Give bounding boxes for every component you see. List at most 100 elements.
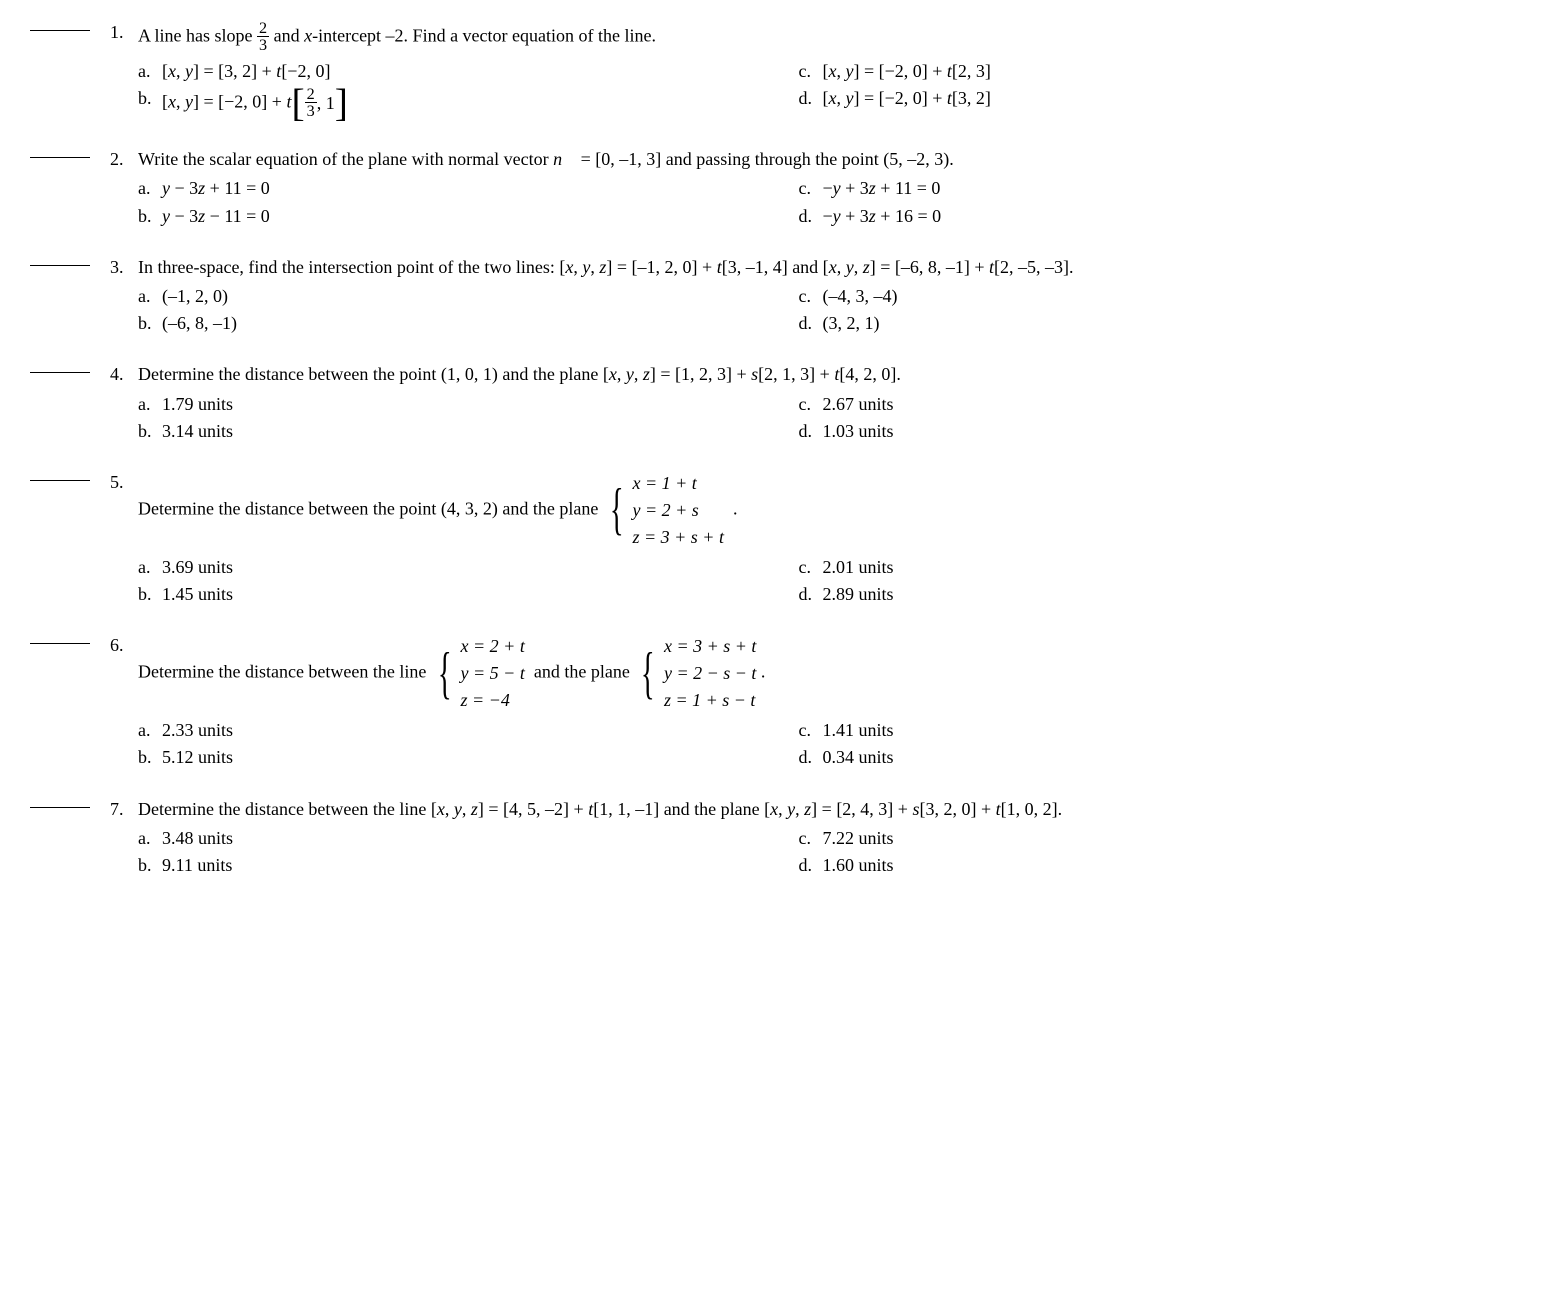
option-value: 3.14 units: [162, 419, 233, 444]
options: a.2.33 unitsb.5.12 units c.1.41 unitsd.0.…: [138, 718, 1514, 772]
option-label: b.: [138, 311, 162, 336]
option-value: −y + 3z + 16 = 0: [822, 204, 941, 229]
option-label: c.: [798, 718, 822, 743]
question-text: Determine the distance between the point…: [138, 470, 1514, 551]
option-d: d.1.60 units: [798, 853, 1458, 878]
options-right: c.7.22 unitsd.1.60 units: [798, 826, 1458, 880]
option-a: a.3.69 units: [138, 555, 798, 580]
option-value: [x, y] = [−2, 0] + t[23, 1]: [162, 86, 348, 121]
option-label: c.: [798, 555, 822, 580]
options-left: a.1.79 unitsb.3.14 units: [138, 392, 798, 446]
question-7: 7.Determine the distance between the lin…: [30, 797, 1514, 881]
option-value: 9.11 units: [162, 853, 232, 878]
question-number: 2.: [110, 147, 138, 172]
option-label: d.: [798, 745, 822, 770]
option-c: c.−y + 3z + 11 = 0: [798, 176, 1458, 201]
option-value: [x, y] = [−2, 0] + t[3, 2]: [822, 86, 990, 111]
option-value: 1.41 units: [822, 718, 893, 743]
option-value: 3.69 units: [162, 555, 233, 580]
question-text: Determine the distance between the line …: [138, 633, 1514, 714]
option-label: c.: [798, 59, 822, 84]
option-label: c.: [798, 392, 822, 417]
options: a.3.48 unitsb.9.11 unitsc.7.22 unitsd.1.…: [138, 826, 1514, 880]
option-value: [x, y] = [−2, 0] + t[2, 3]: [822, 59, 990, 84]
answer-blank: [30, 265, 90, 266]
option-label: a.: [138, 59, 162, 84]
question-body: Determine the distance between the line …: [138, 633, 1514, 772]
question-text: Determine the distance between the point…: [138, 362, 1514, 387]
option-d: d.(3, 2, 1): [798, 311, 1458, 336]
option-b: b.1.45 units: [138, 582, 798, 607]
option-c: c.2.01 units: [798, 555, 1458, 580]
answer-blank: [30, 807, 90, 808]
options-left: a.y − 3z + 11 = 0 b.y − 3z − 11 = 0: [138, 176, 798, 230]
option-value: −y + 3z + 11 = 0: [822, 176, 940, 201]
option-label: a.: [138, 718, 162, 743]
option-value: (–1, 2, 0): [162, 284, 228, 309]
options-right: c.−y + 3z + 11 = 0 d.−y + 3z + 16 = 0: [798, 176, 1458, 230]
options-left: a.(–1, 2, 0)b.(–6, 8, –1): [138, 284, 798, 338]
option-label: c.: [798, 826, 822, 851]
option-a: a.2.33 units: [138, 718, 798, 743]
question-body: Determine the distance between the point…: [138, 470, 1514, 609]
option-label: a.: [138, 555, 162, 580]
option-value: [x, y] = [3, 2] + t[−2, 0]: [162, 59, 330, 84]
option-label: b.: [138, 853, 162, 878]
question-body: In three-space, find the intersection po…: [138, 255, 1514, 339]
question-text: A line has slope 23 and x-intercept –2. …: [138, 20, 1514, 55]
question-number: 6.: [110, 633, 138, 658]
option-a: a.1.79 units: [138, 392, 798, 417]
question-number: 7.: [110, 797, 138, 822]
options: a.y − 3z + 11 = 0 b.y − 3z − 11 = 0c.−y +…: [138, 176, 1514, 230]
question-text: Write the scalar equation of the plane w…: [138, 147, 1514, 172]
question-body: Determine the distance between the point…: [138, 362, 1514, 446]
option-label: d.: [798, 86, 822, 111]
option-value: 0.34 units: [822, 745, 893, 770]
option-d: d.−y + 3z + 16 = 0: [798, 204, 1458, 229]
option-value: (3, 2, 1): [822, 311, 879, 336]
answer-blank: [30, 30, 90, 31]
question-text: Determine the distance between the line …: [138, 797, 1514, 822]
option-label: b.: [138, 86, 162, 111]
option-value: (–4, 3, –4): [822, 284, 897, 309]
option-c: c.(–4, 3, –4): [798, 284, 1458, 309]
option-value: 1.03 units: [822, 419, 893, 444]
option-label: b.: [138, 582, 162, 607]
option-value: (–6, 8, –1): [162, 311, 237, 336]
option-value: 2.01 units: [822, 555, 893, 580]
option-a: a.y − 3z + 11 = 0: [138, 176, 798, 201]
question-number: 4.: [110, 362, 138, 387]
option-label: a.: [138, 176, 162, 201]
option-label: c.: [798, 284, 822, 309]
option-value: 2.67 units: [822, 392, 893, 417]
options-right: c.2.67 unitsd.1.03 units: [798, 392, 1458, 446]
question-5: 5.Determine the distance between the poi…: [30, 470, 1514, 609]
option-b: b.(–6, 8, –1): [138, 311, 798, 336]
question-1: 1.A line has slope 23 and x-intercept –2…: [30, 20, 1514, 123]
question-3: 3.In three-space, find the intersection …: [30, 255, 1514, 339]
question-number: 3.: [110, 255, 138, 280]
question-list: 1.A line has slope 23 and x-intercept –2…: [30, 20, 1514, 880]
option-value: 2.33 units: [162, 718, 233, 743]
options-right: c.(–4, 3, –4)d.(3, 2, 1): [798, 284, 1458, 338]
option-value: 5.12 units: [162, 745, 233, 770]
answer-blank: [30, 372, 90, 373]
option-value: 1.60 units: [822, 853, 893, 878]
option-d: d.1.03 units: [798, 419, 1458, 444]
option-label: a.: [138, 392, 162, 417]
option-value: y − 3z − 11 = 0: [162, 204, 270, 229]
option-label: d.: [798, 853, 822, 878]
option-label: b.: [138, 745, 162, 770]
option-value: 3.48 units: [162, 826, 233, 851]
option-d: d.2.89 units: [798, 582, 1458, 607]
option-value: y − 3z + 11 = 0: [162, 176, 270, 201]
option-a: a.(–1, 2, 0): [138, 284, 798, 309]
option-label: b.: [138, 419, 162, 444]
options-left: a.3.69 unitsb.1.45 units: [138, 555, 798, 609]
option-label: d.: [798, 419, 822, 444]
option-label: d.: [798, 311, 822, 336]
option-b: b.y − 3z − 11 = 0: [138, 204, 798, 229]
option-label: a.: [138, 284, 162, 309]
option-label: d.: [798, 204, 822, 229]
options-right: c.[x, y] = [−2, 0] + t[2, 3]d.[x, y] = […: [798, 59, 1458, 123]
